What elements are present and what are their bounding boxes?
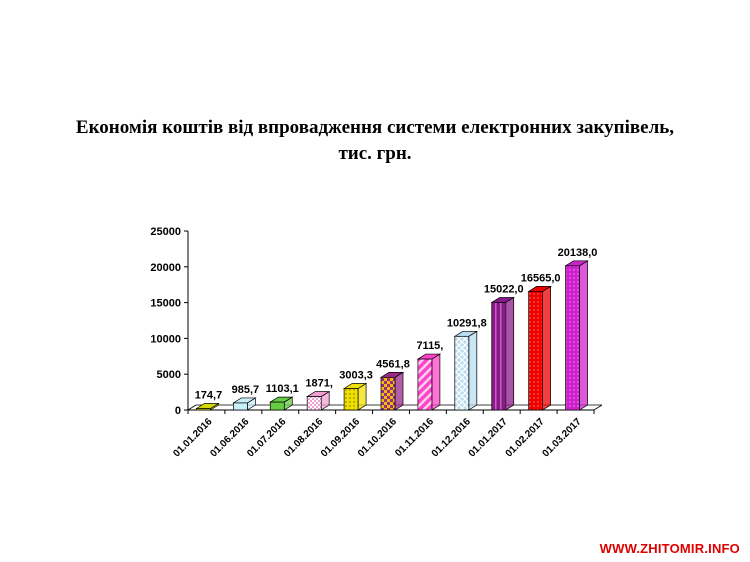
bar-side-face: [394, 371, 404, 411]
bar-side-face: [505, 296, 515, 411]
bar-01.11.2016: [416, 353, 442, 411]
data-label: 3003,3: [339, 369, 373, 381]
bar-01.12.2016: [453, 330, 479, 411]
bar-front-face: [196, 408, 211, 411]
x-tick-label: 01.03.2017: [540, 416, 583, 459]
data-label: 7115,: [416, 340, 443, 352]
data-label: 4561,8: [376, 358, 410, 370]
bar-01.03.2017: [564, 260, 589, 411]
bar-front-face: [528, 291, 543, 411]
data-label: 10291,8: [447, 317, 487, 329]
y-tick-label: 25000: [150, 226, 181, 238]
bar-01.07.2016: [269, 396, 294, 411]
chart-title: Економія коштів від впровадження системи…: [0, 115, 750, 167]
bar-front-face: [491, 302, 507, 411]
bar-01.06.2016: [232, 397, 257, 411]
bar-01.10.2016: [379, 371, 405, 411]
bar-front-face: [233, 402, 248, 411]
watermark: WWW.ZHITOMIR.INFO: [599, 541, 740, 556]
y-tick-label: 20000: [150, 262, 181, 274]
data-label: 16565,0: [521, 272, 561, 284]
y-tick-label: 0: [175, 405, 181, 417]
bar-front-face: [417, 358, 433, 411]
y-tick-label: 15000: [150, 298, 181, 310]
bar-01.01.2016: [195, 402, 220, 411]
y-tick-label: 5000: [157, 369, 181, 381]
floor-right-edge: [593, 404, 603, 411]
data-label: 20138,0: [558, 247, 598, 259]
bar-side-face: [468, 330, 478, 411]
data-label: 1103,1: [266, 383, 299, 395]
y-tick-label: 10000: [150, 333, 181, 345]
chart-title-line-2: тис. грн.: [338, 143, 412, 164]
chart-title-line-1: Економія коштів від впровадження системи…: [75, 117, 675, 138]
data-label: 985,7: [232, 384, 260, 396]
bar-front-face: [565, 265, 580, 411]
data-label: 15022,0: [484, 283, 524, 295]
x-tick-label: 01.10.2016: [356, 416, 399, 459]
bar-front-face: [380, 376, 396, 411]
data-label: 174,7: [195, 390, 223, 402]
bar-front-face: [306, 396, 322, 411]
bar-front-face: [269, 401, 285, 411]
bar-01.08.2016: [305, 390, 331, 411]
bar-side-face: [542, 285, 551, 411]
data-label: 1871,: [305, 378, 333, 390]
chart-x-tick-labels: 01.01.201601.06.201601.07.201601.08.2016…: [171, 416, 584, 459]
bar-01.02.2017: [527, 285, 552, 411]
chart-axes: 0 5000 10000 15000 20000 25000: [150, 226, 603, 417]
bar-side-face: [431, 353, 441, 411]
floor-edge: [187, 404, 197, 411]
bar-front-face: [454, 335, 470, 411]
chart-bars: [195, 260, 589, 411]
bar-side-face: [579, 260, 588, 411]
bar-front-face: [343, 388, 359, 411]
bar-01.09.2016: [342, 382, 368, 411]
bar-01.01.2017: [490, 296, 515, 411]
